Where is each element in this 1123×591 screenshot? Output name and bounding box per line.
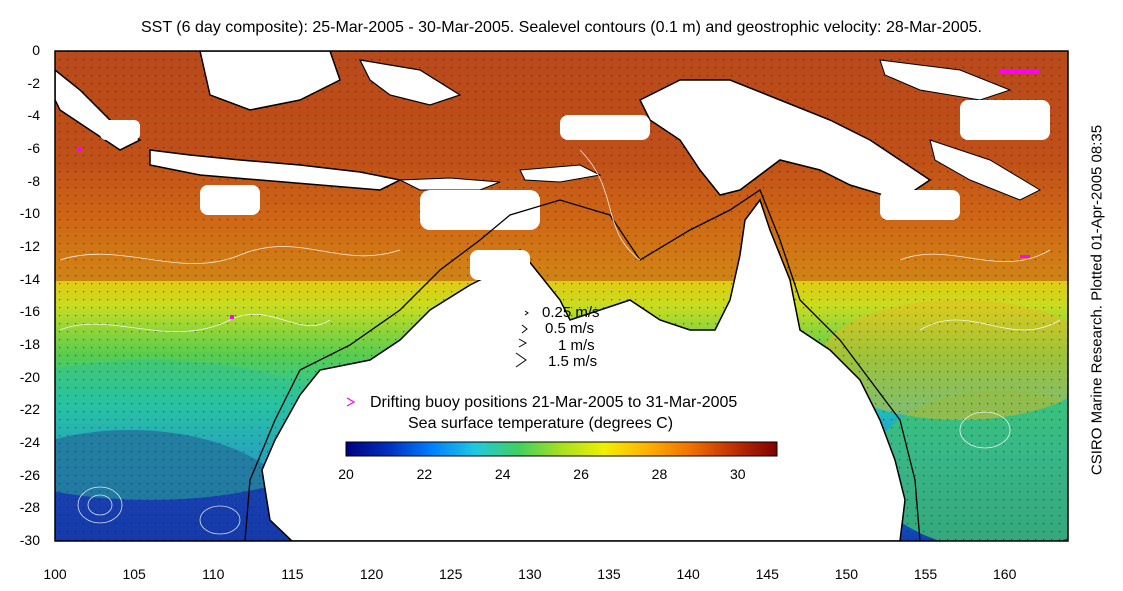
y-tick-label: -2 (27, 74, 40, 91)
map-title: SST (6 day composite): 25-Mar-2005 - 30-… (141, 19, 982, 36)
buoy-legend-label: Drifting buoy positions 21-Mar-2005 to 3… (370, 394, 738, 411)
x-tick-label: 115 (281, 566, 304, 582)
land-borneo (199, 51, 341, 111)
x-tick-label: 140 (676, 566, 700, 582)
y-tick-label: 0 (32, 42, 40, 58)
y-tick-label: -6 (27, 140, 40, 156)
colorbar-tick-label: 30 (730, 466, 746, 482)
velocity-legend-05: 0.5 m/s (545, 320, 595, 337)
x-tick-label: 100 (43, 566, 67, 582)
colorbar-tick-label: 28 (651, 466, 668, 482)
y-tick-label: -22 (19, 401, 40, 418)
colorbar-tick-label: 24 (494, 466, 511, 482)
y-tick-label: -30 (19, 532, 40, 548)
colorbar-tick-label: 20 (338, 466, 354, 482)
y-tick-label: -28 (19, 499, 40, 516)
velocity-legend-15: 1.5 m/s (548, 353, 598, 370)
land-sulawesi (358, 59, 462, 106)
y-tick-label: -10 (19, 205, 40, 222)
x-tick-label: 145 (755, 566, 779, 582)
land-java (149, 149, 403, 191)
colorbar-tick-label: 26 (573, 466, 589, 482)
y-tick-label: -4 (27, 107, 40, 124)
x-tick-label: 105 (122, 566, 146, 582)
y-tick-label: -20 (19, 368, 40, 385)
x-tick-label: 150 (834, 566, 859, 582)
x-tick-label: 155 (913, 566, 938, 582)
x-tick-label: 120 (359, 566, 384, 582)
plot-frame (54, 50, 1069, 542)
land-new-guinea (638, 79, 932, 201)
x-tick-label: 110 (202, 566, 225, 582)
colorbar-label: Sea surface temperature (degrees C) (408, 415, 674, 432)
y-tick-label: -12 (19, 238, 40, 254)
x-tick-label: 135 (597, 566, 621, 582)
velocity-legend-arrows (515, 310, 529, 368)
y-tick-label: -16 (19, 303, 40, 320)
colorbar-tick-label: 22 (416, 466, 433, 482)
y-tick-label: -18 (19, 336, 40, 352)
x-tick-label: 160 (993, 566, 1017, 582)
y-tick-label: -26 (19, 466, 40, 483)
velocity-legend-025: 0.25 m/s (542, 304, 600, 321)
y-tick-label: -8 (27, 172, 40, 189)
y-tick-label: -14 (19, 270, 40, 287)
x-tick-label: 125 (439, 566, 463, 582)
velocity-legend-1: 1 m/s (558, 337, 595, 354)
y-tick-label: -24 (19, 434, 40, 450)
x-tick-label: 130 (518, 566, 542, 582)
buoy-legend-marker (346, 397, 356, 407)
colorbar (345, 441, 778, 457)
